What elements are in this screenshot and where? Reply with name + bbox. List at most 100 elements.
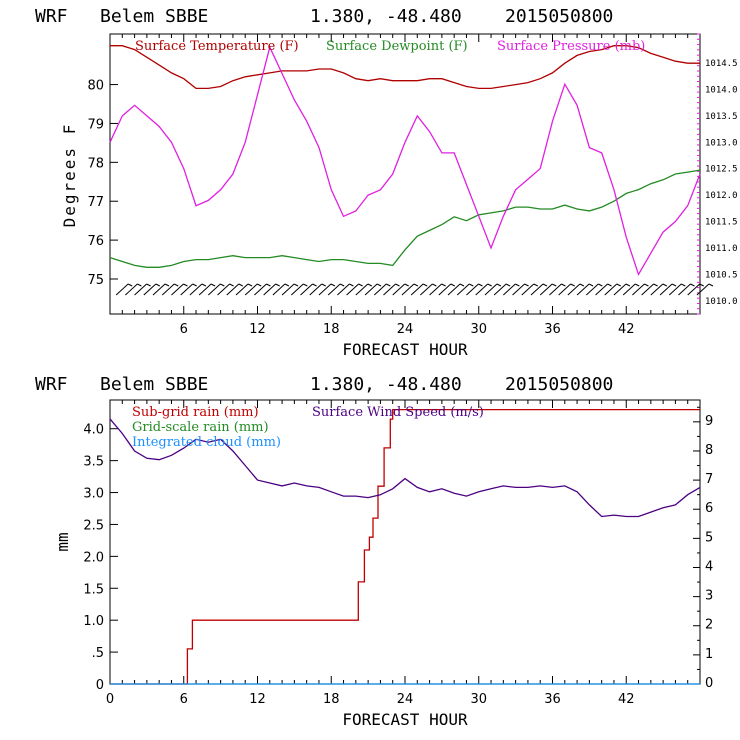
panel1-run: 2015050800 [505,6,613,27]
wind-barb [466,283,479,296]
wind-barb-flag [708,283,714,287]
panel1-station: Belem SBBE [100,6,208,27]
wind-barb-flag [588,283,594,287]
wind-barb-flag [542,283,548,287]
panel2-legend-entry: Integrated cloud (mm) [132,435,281,450]
panel2-x-tick-label: 24 [397,692,414,707]
panel1-y2-tick-label: 1014.0 [705,85,738,95]
panel1-wind-barbs [115,283,714,296]
wind-barb [134,283,147,296]
wind-barb-flag [303,283,308,287]
wind-barb [512,283,525,296]
panel2-legend-entry: Grid-scale rain (mm) [132,420,269,435]
panel2-series-line-3 [109,418,701,518]
wind-barb [235,283,249,296]
panel1-legend-entry: Surface Pressure (mb) [497,39,645,54]
wind-barb [502,283,516,296]
panel2-station: Belem SBBE [100,374,208,395]
panel2-y-tick-label: 2.5 [83,518,104,533]
wind-barb [281,283,295,296]
panel1-y2-tick-label: 1011.0 [705,244,738,254]
panel1-series [109,45,701,276]
wind-barb-flag [441,283,446,287]
wind-barb-flag [256,283,262,287]
wind-barb-flag [358,283,363,287]
wind-barb-flag [625,283,631,287]
wind-barb [180,283,194,296]
panel2-y2-tick-label: 0 [705,676,713,691]
wind-barb [226,283,240,296]
wind-barb-flag [413,283,419,287]
panel2-x-tick-label: 0 [106,692,114,707]
wind-barb [595,283,608,296]
panel1-legend-entry: Surface Temperature (F) [135,39,299,54]
panel2-y-tick-label: 0 [96,678,104,693]
wind-barb-flag [293,283,299,287]
wind-barb [521,283,535,296]
wind-barb [161,283,175,296]
panel2-y2-tick-label: 1 [705,647,713,662]
wind-barb [355,283,369,296]
wind-barb-flag [422,283,428,287]
wind-barb-flag [524,283,529,287]
panel1-x-tick-label: 24 [397,322,414,337]
panel1-x-tick-label: 18 [323,322,340,337]
panel1-y2-tick-label: 1010.5 [705,270,738,280]
panel1-y2-tick-label: 1012.0 [705,191,738,201]
wind-barb [558,283,571,296]
wind-barb [438,283,452,296]
panel2-y-tick-label: 4.0 [83,423,104,438]
wind-barb-flag [634,283,640,287]
panel2-y2-tick-label: 3 [705,589,713,604]
wind-barb [475,283,489,296]
panel1-model: WRF [35,6,68,27]
wind-barb [549,283,562,296]
wind-barb-flag [321,283,326,287]
panel2-x-tick-label: 30 [470,692,487,707]
panel1-series-line-1 [109,169,701,268]
panel1-y-tick-label: 80 [87,79,104,94]
wind-barb [364,283,378,296]
wind-barb-flag [551,283,557,287]
wind-barb [198,283,212,296]
wind-barb [263,283,276,296]
panel1-legend: Surface Temperature (F) Surface Dewpoint … [135,39,645,54]
panel1-x-axis-label: FORECAST HOUR [342,340,468,359]
wind-barb-flag [284,283,290,287]
wind-barb-flag [432,283,437,287]
panel2-y-tick-label: 1.5 [83,582,104,597]
wind-barb [327,283,341,296]
wind-barb [337,283,350,296]
wind-barb-flag [275,283,280,287]
wind-barb-flag [450,283,456,287]
wind-barb-flag [496,283,502,287]
panel2-x-tick-label: 6 [180,692,188,707]
wind-barb [125,283,138,296]
wind-barb [383,283,396,296]
panel1-x-tick-label: 36 [544,322,561,337]
wind-barb-flag [616,283,621,287]
wind-barb [300,283,313,296]
panel2-series-line-0 [110,408,700,685]
wind-barb [420,283,433,296]
wind-barb [668,283,682,296]
wind-barb-flag [137,283,142,287]
panel2-x-tick-label: 42 [618,692,635,707]
wind-barb [217,283,230,296]
panel1-y2-tick-label: 1012.5 [705,165,738,175]
wind-barb [189,283,203,296]
panel2-x-axis-label: FORECAST HOUR [342,710,468,729]
wind-barb-flag [662,283,668,287]
panel2-x-tick-label: 18 [323,692,340,707]
wind-barb-flag [469,283,474,287]
wind-barb [613,283,627,296]
wind-barb [318,283,332,296]
wind-barb-flag [671,283,677,287]
wind-barb [456,283,470,296]
panel1-x-tick-label: 30 [470,322,487,337]
wind-barb-flag [201,283,207,287]
wind-barb-flag [155,283,161,287]
wind-barb-flag [681,283,686,287]
wind-barb [392,283,406,296]
